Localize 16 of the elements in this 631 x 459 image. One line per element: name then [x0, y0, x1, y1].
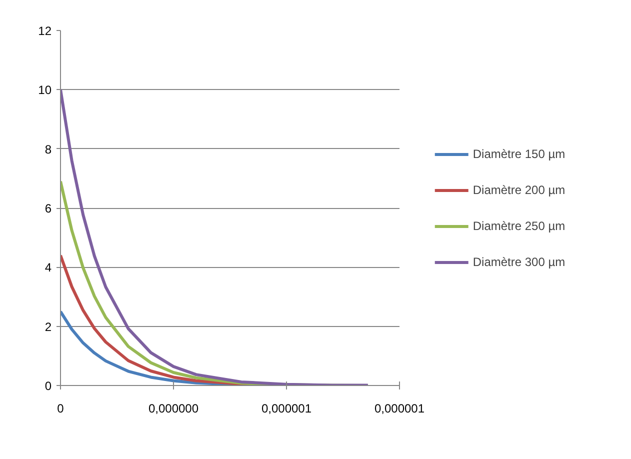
x-tick-label: 0 [57, 402, 64, 416]
x-tick-label: 0,000001 [261, 402, 312, 416]
y-tick-label: 10 [38, 83, 52, 98]
y-tick-label: 2 [44, 320, 52, 334]
y-tick-label: 12 [38, 24, 52, 38]
y-tick-label: 0 [44, 379, 52, 393]
y-tick-label: 8 [44, 142, 52, 156]
y-tick-label: 4 [44, 260, 52, 275]
legend-label: Diamètre 250 µm [472, 218, 566, 232]
x-tick-label: 0,000001 [374, 402, 425, 416]
line-series [60, 88, 370, 386]
legend-label: Diamètre 150 µm [472, 146, 566, 160]
x-tick-label: 0,000000 [148, 402, 199, 416]
legend-label: Diamètre 300 µm [472, 254, 566, 268]
y-tick-label: 6 [44, 202, 52, 216]
legend-label: Diamètre 200 µm [472, 182, 566, 196]
